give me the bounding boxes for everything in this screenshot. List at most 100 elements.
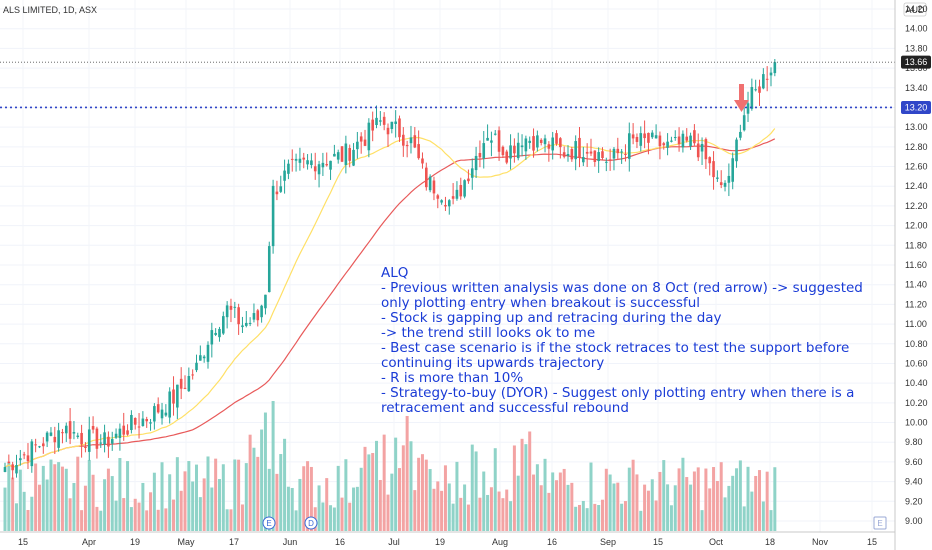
candle-body[interactable] xyxy=(352,149,355,166)
candle-body[interactable] xyxy=(321,162,325,168)
candle-body[interactable] xyxy=(589,151,593,154)
candle-body[interactable] xyxy=(654,135,658,139)
candle-body[interactable] xyxy=(762,74,765,89)
candle-body[interactable] xyxy=(444,205,447,207)
candle-body[interactable] xyxy=(524,138,528,152)
candle-body[interactable] xyxy=(394,121,397,124)
candle-body[interactable] xyxy=(413,135,417,148)
candle-body[interactable] xyxy=(440,200,443,203)
candle-body[interactable] xyxy=(156,404,160,413)
candle-body[interactable] xyxy=(371,119,374,131)
candle-body[interactable] xyxy=(164,412,168,416)
candle-body[interactable] xyxy=(647,132,650,143)
candle-body[interactable] xyxy=(566,153,570,156)
candle-body[interactable] xyxy=(528,140,532,143)
candle-body[interactable] xyxy=(616,148,620,154)
candle-body[interactable] xyxy=(639,133,643,146)
candle-body[interactable] xyxy=(379,120,382,122)
candle-body[interactable] xyxy=(356,141,359,150)
candle-body[interactable] xyxy=(310,160,313,166)
candle-body[interactable] xyxy=(428,176,432,191)
candle-body[interactable] xyxy=(769,72,773,76)
candle-body[interactable] xyxy=(126,430,129,435)
candle-body[interactable] xyxy=(693,130,696,144)
candle-body[interactable] xyxy=(26,455,30,462)
candle-body[interactable] xyxy=(195,362,198,371)
candle-body[interactable] xyxy=(172,389,175,404)
candle-body[interactable] xyxy=(233,306,237,308)
candle-body[interactable] xyxy=(501,146,505,156)
candle-body[interactable] xyxy=(229,305,233,310)
candle-body[interactable] xyxy=(436,195,440,199)
candle-body[interactable] xyxy=(84,446,87,448)
candle-body[interactable] xyxy=(631,134,635,139)
candle-body[interactable] xyxy=(578,137,581,158)
candle-body[interactable] xyxy=(313,166,317,172)
candle-body[interactable] xyxy=(700,143,704,152)
candle-body[interactable] xyxy=(447,200,451,207)
candle-body[interactable] xyxy=(677,136,681,145)
candle-body[interactable] xyxy=(754,89,757,91)
candle-body[interactable] xyxy=(739,131,742,138)
candle-body[interactable] xyxy=(574,141,577,160)
candle-body[interactable] xyxy=(118,428,122,438)
candle-body[interactable] xyxy=(716,177,719,179)
candle-body[interactable] xyxy=(306,160,309,165)
candle-body[interactable] xyxy=(398,118,401,138)
candle-body[interactable] xyxy=(585,151,589,154)
candle-body[interactable] xyxy=(459,185,463,197)
candle-body[interactable] xyxy=(363,139,367,146)
candle-body[interactable] xyxy=(624,153,627,155)
candle-body[interactable] xyxy=(735,139,738,162)
candle-body[interactable] xyxy=(605,161,608,163)
candle-body[interactable] xyxy=(643,133,646,139)
candle-body[interactable] xyxy=(160,409,164,419)
candle-body[interactable] xyxy=(662,143,666,146)
candle-body[interactable] xyxy=(214,332,217,335)
candle-body[interactable] xyxy=(543,138,547,145)
candle-body[interactable] xyxy=(348,148,351,161)
candle-body[interactable] xyxy=(317,164,321,175)
candle-body[interactable] xyxy=(183,387,187,389)
candle-body[interactable] xyxy=(168,391,171,418)
candle-body[interactable] xyxy=(72,432,76,434)
candle-body[interactable] xyxy=(38,446,41,448)
candle-body[interactable] xyxy=(218,328,221,338)
candle-body[interactable] xyxy=(532,136,535,151)
candle-body[interactable] xyxy=(375,117,378,126)
candle-body[interactable] xyxy=(333,153,336,157)
candle-body[interactable] xyxy=(516,142,520,159)
candle-body[interactable] xyxy=(463,180,466,197)
candle-body[interactable] xyxy=(19,458,22,461)
candle-body[interactable] xyxy=(559,138,562,148)
candle-body[interactable] xyxy=(497,130,501,152)
candle-body[interactable] xyxy=(202,356,206,359)
candle-body[interactable] xyxy=(689,135,692,147)
candle-body[interactable] xyxy=(271,185,275,247)
candle-body[interactable] xyxy=(287,163,290,174)
candle-body[interactable] xyxy=(712,161,715,178)
candle-body[interactable] xyxy=(562,152,566,157)
candle-body[interactable] xyxy=(237,307,240,325)
candle-body[interactable] xyxy=(597,152,600,162)
candle-body[interactable] xyxy=(765,78,769,80)
candle-body[interactable] xyxy=(248,322,252,324)
candle-body[interactable] xyxy=(103,432,106,445)
candle-body[interactable] xyxy=(336,152,340,160)
candle-body[interactable] xyxy=(405,144,409,147)
candles[interactable] xyxy=(3,58,777,480)
candle-body[interactable] xyxy=(344,143,348,165)
candle-body[interactable] xyxy=(244,322,248,326)
candle-body[interactable] xyxy=(91,426,95,430)
candle-body[interactable] xyxy=(635,136,639,142)
candle-body[interactable] xyxy=(87,429,91,452)
candle-body[interactable] xyxy=(179,378,183,389)
candle-body[interactable] xyxy=(382,116,386,125)
candle-body[interactable] xyxy=(137,426,141,428)
candle-body[interactable] xyxy=(302,157,306,160)
candle-body[interactable] xyxy=(290,158,294,160)
candle-body[interactable] xyxy=(386,127,390,135)
candle-body[interactable] xyxy=(11,464,14,471)
candle-body[interactable] xyxy=(520,145,524,148)
candle-body[interactable] xyxy=(696,143,700,158)
